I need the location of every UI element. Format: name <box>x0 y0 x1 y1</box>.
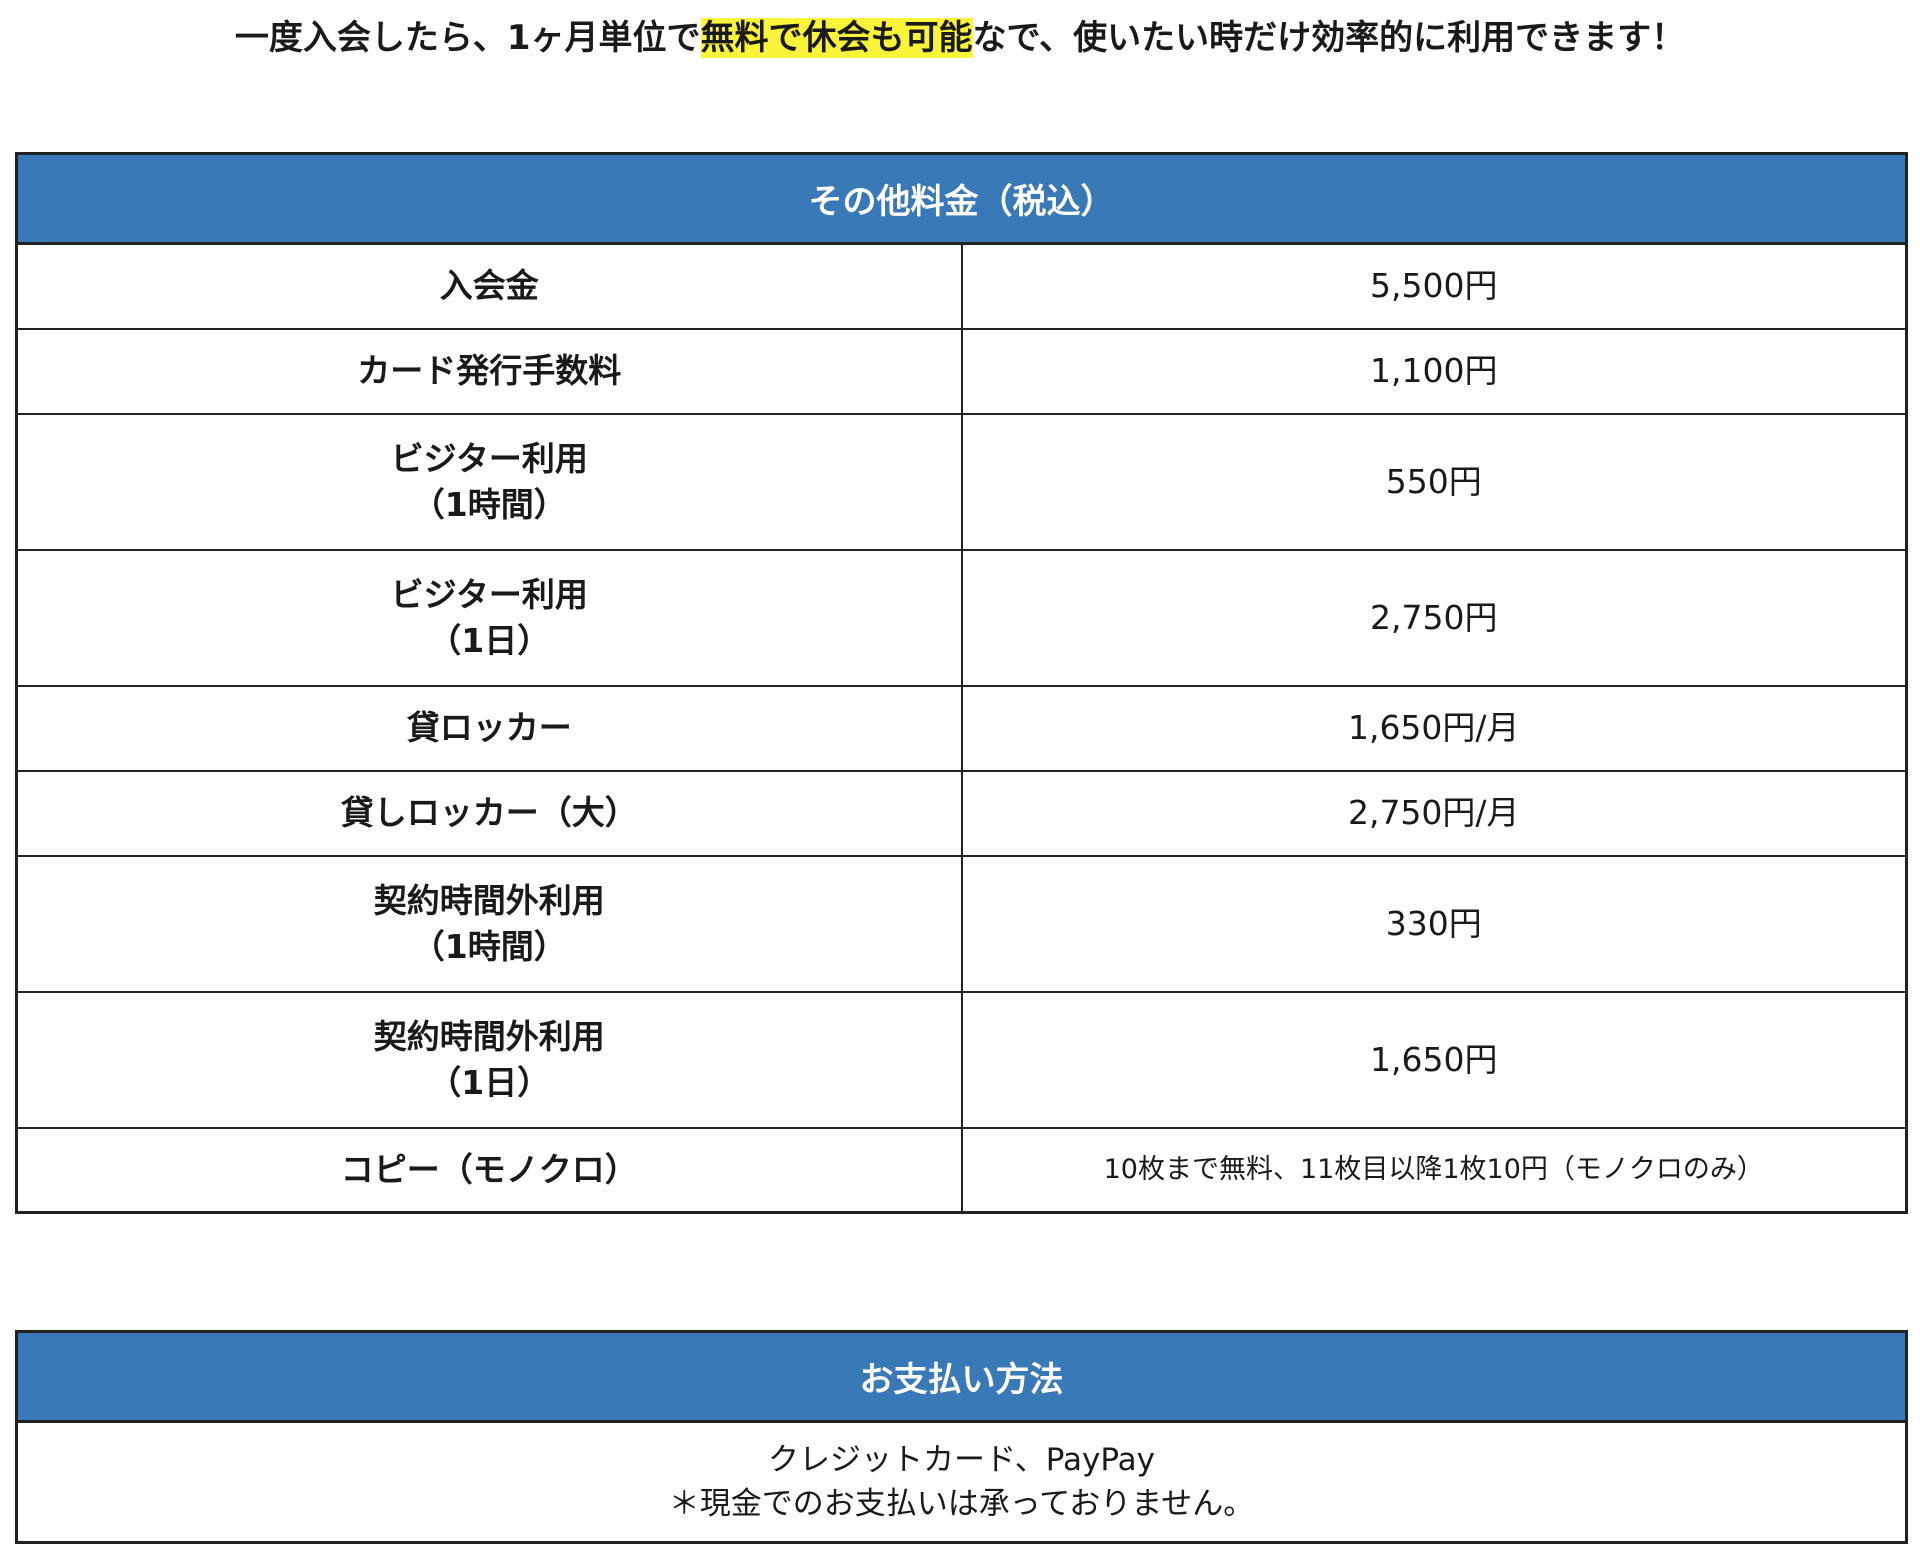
fee-value: 2,750円/月 <box>960 769 1908 857</box>
payment-method-title: お支払い方法 <box>15 1330 1908 1423</box>
fee-value: 550円 <box>960 412 1908 551</box>
fee-value: 330円 <box>960 854 1908 993</box>
fee-label: ビジター利用 （1日） <box>15 548 963 687</box>
fee-label-sub: （1日） <box>428 620 551 660</box>
fee-label: 貸しロッカー（大） <box>15 769 963 857</box>
fee-row: コピー（モノクロ） 10枚まで無料、11枚目以降1枚10円（モノクロのみ） <box>15 1126 1908 1214</box>
fee-label: 貸ロッカー <box>15 684 963 772</box>
payment-note: ＊現金でのお支払いは承っておりません。 <box>668 1486 1255 1522</box>
fee-label-text: ビジター利用 <box>390 438 588 478</box>
fee-label: コピー（モノクロ） <box>15 1126 963 1214</box>
fee-value: 5,500円 <box>960 242 1908 330</box>
other-fees-title: その他料金（税込） <box>15 152 1908 245</box>
fee-row: 入会金 5,500円 <box>15 242 1908 330</box>
fee-row: 契約時間外利用 （1時間） 330円 <box>15 854 1908 993</box>
headline-highlight: 無料で休会も可能 <box>700 18 973 58</box>
headline-text: 一度入会したら、1ヶ月単位で <box>234 18 701 58</box>
headline-text-end: なで、使いたい時だけ効率的に利用できます！ <box>972 18 1686 58</box>
fee-label-text: 契約時間外利用 <box>373 880 605 920</box>
fee-label-text: コピー（モノクロ） <box>340 1149 638 1189</box>
payment-method-table: お支払い方法 クレジットカード、PayPay ＊現金でのお支払いは承っておりませ… <box>15 1330 1908 1544</box>
fee-value: 1,100円 <box>960 327 1908 415</box>
fee-row: ビジター利用 （1日） 2,750円 <box>15 548 1908 687</box>
fee-label: 入会金 <box>15 242 963 330</box>
fee-label-text: 貸しロッカー（大） <box>340 793 638 832</box>
fee-label-text: ビジター利用 <box>390 574 588 614</box>
payment-methods: クレジットカード、PayPay <box>767 1442 1156 1478</box>
fee-row: 貸ロッカー 1,650円/月 <box>15 684 1908 772</box>
fee-label-sub: （1時間） <box>411 926 567 966</box>
fee-value: 10枚まで無料、11枚目以降1枚10円（モノクロのみ） <box>960 1126 1908 1214</box>
headline: 一度入会したら、1ヶ月単位で無料で休会も可能なで、使いたい時だけ効率的に利用でき… <box>0 10 1920 66</box>
fee-label: カード発行手数料 <box>15 327 963 415</box>
fee-label-text: 入会金 <box>439 266 539 306</box>
fee-label-text: 契約時間外利用 <box>373 1016 605 1056</box>
payment-method-cell: クレジットカード、PayPay ＊現金でのお支払いは承っておりません。 <box>15 1420 1908 1544</box>
fee-label: 契約時間外利用 （1日） <box>15 990 963 1129</box>
fee-value: 1,650円 <box>960 990 1908 1129</box>
fee-label: 契約時間外利用 （1時間） <box>15 854 963 993</box>
fee-value: 2,750円 <box>960 548 1908 687</box>
fee-row: ビジター利用 （1時間） 550円 <box>15 412 1908 551</box>
fee-value: 1,650円/月 <box>960 684 1908 772</box>
fee-row: 契約時間外利用 （1日） 1,650円 <box>15 990 1908 1129</box>
fee-row: 貸しロッカー（大） 2,750円/月 <box>15 769 1908 857</box>
fee-row: カード発行手数料 1,100円 <box>15 327 1908 415</box>
fee-label-sub: （1日） <box>428 1062 551 1102</box>
fee-label-sub: （1時間） <box>411 484 567 524</box>
fee-label-text: 貸ロッカー <box>406 708 572 747</box>
other-fees-table: その他料金（税込） 入会金 5,500円カード発行手数料 1,100円ビジター利用 （… <box>15 152 1908 1214</box>
fee-label: ビジター利用 （1時間） <box>15 412 963 551</box>
fee-label-text: カード発行手数料 <box>357 351 622 390</box>
